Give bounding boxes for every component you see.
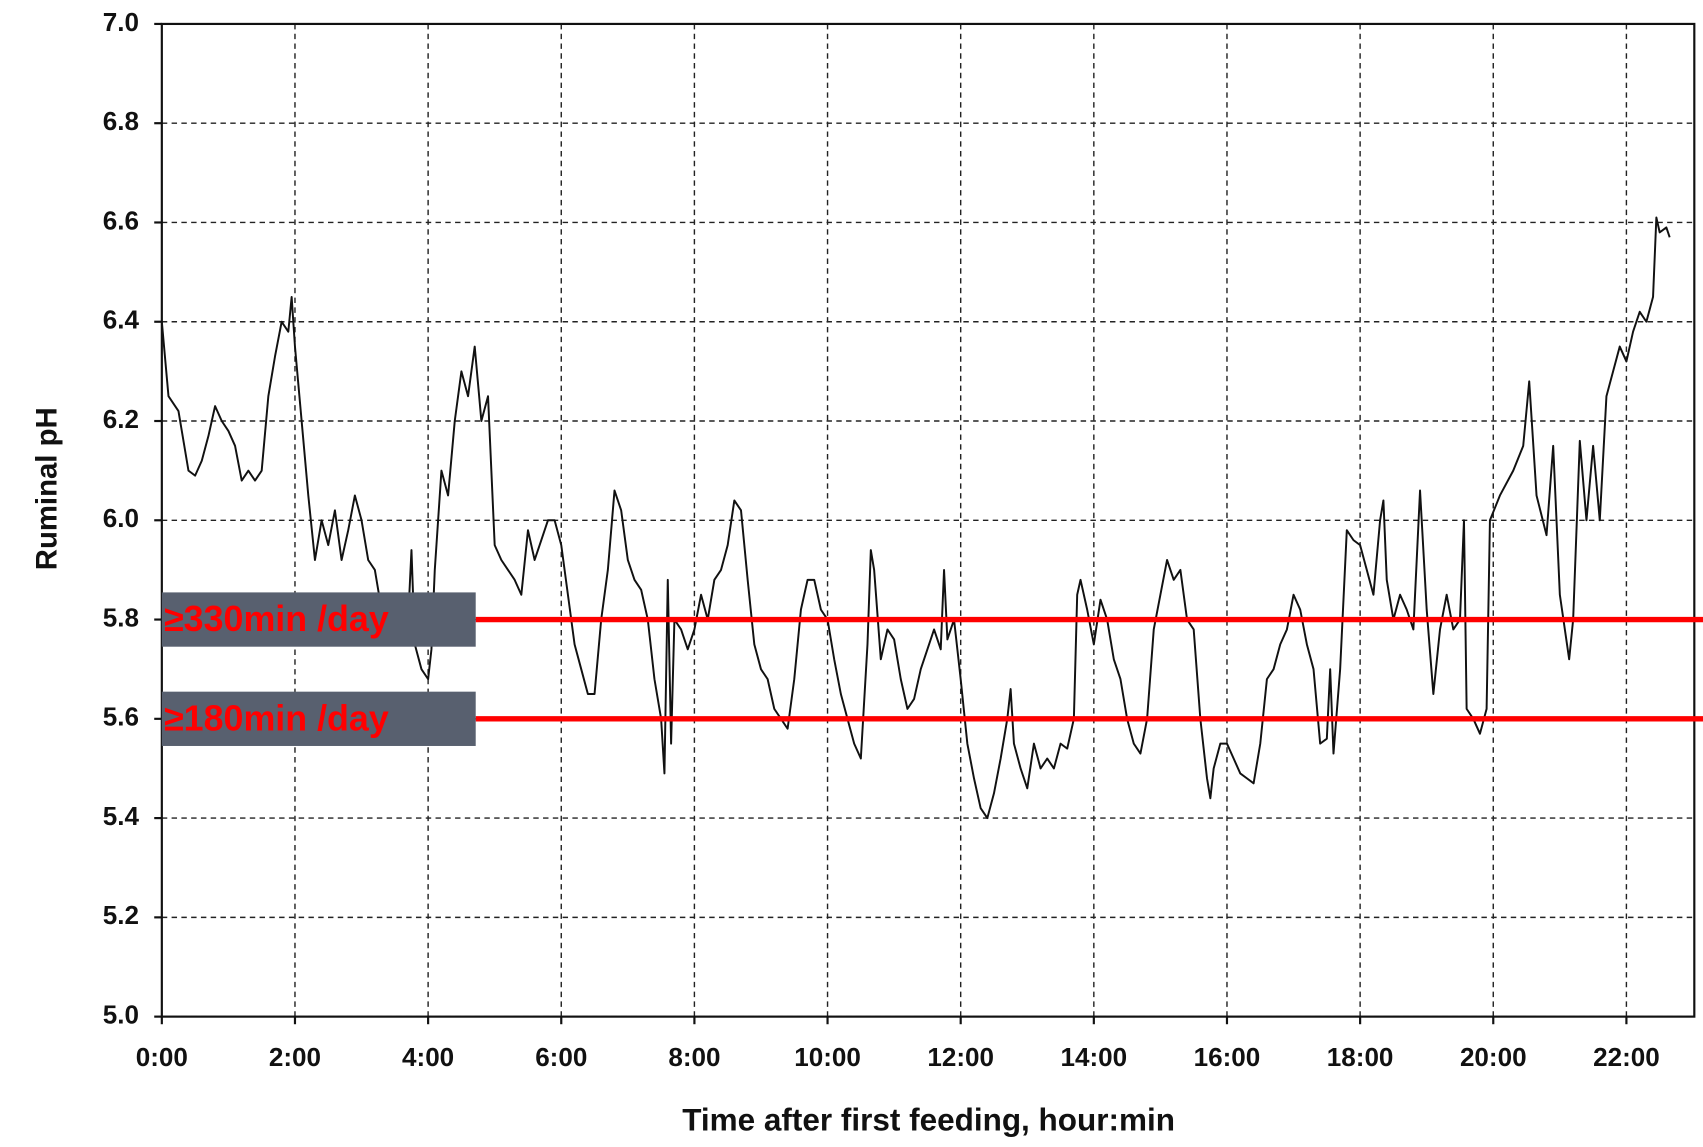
y-tick-label: 6.0 (103, 503, 139, 533)
x-tick-label: 4:00 (402, 1042, 454, 1072)
x-tick-label: 18:00 (1327, 1042, 1394, 1072)
x-tick-label: 6:00 (535, 1042, 587, 1072)
y-tick-label: 6.8 (103, 106, 139, 136)
x-tick-label: 8:00 (668, 1042, 720, 1072)
x-axis-title: Time after first feeding, hour:min (682, 1101, 1175, 1137)
threshold-label: ≥330min /day (164, 599, 389, 639)
x-tick-label: 12:00 (927, 1042, 994, 1072)
threshold-label: ≥180min /day (164, 698, 389, 738)
x-tick-label: 10:00 (794, 1042, 861, 1072)
y-tick-label: 5.0 (103, 1000, 139, 1030)
y-tick-label: 6.6 (103, 205, 139, 235)
x-tick-label: 0:00 (136, 1042, 188, 1072)
y-tick-label: 5.6 (103, 702, 139, 732)
y-tick-label: 5.2 (103, 900, 139, 930)
plot-frame (160, 22, 1696, 1018)
y-tick-label: 5.8 (103, 602, 139, 632)
x-tick-label: 16:00 (1194, 1042, 1261, 1072)
y-tick-label: 6.4 (103, 305, 140, 335)
x-tick-label: 2:00 (269, 1042, 321, 1072)
y-axis-title: Ruminal pH (31, 407, 64, 570)
y-tick-label: 7.0 (103, 7, 139, 37)
y-tick-label: 6.2 (103, 404, 139, 434)
data-line (160, 216, 1671, 820)
x-tick-label: 14:00 (1061, 1042, 1128, 1072)
x-tick-label: 22:00 (1593, 1042, 1660, 1072)
threshold-label-box (161, 691, 476, 746)
y-tick-label: 5.4 (103, 801, 140, 831)
x-tick-label: 20:00 (1460, 1042, 1527, 1072)
threshold-label-box (161, 592, 476, 647)
